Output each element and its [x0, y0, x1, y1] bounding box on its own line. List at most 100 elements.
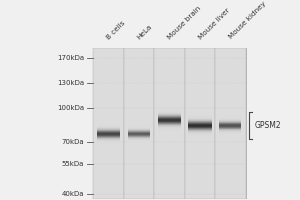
Bar [158, 110, 181, 111]
Bar [188, 123, 212, 124]
Bar [219, 129, 241, 130]
Bar [215, 48, 246, 199]
Bar [97, 136, 120, 137]
Bar [97, 138, 120, 139]
Text: 55kDa: 55kDa [62, 161, 84, 167]
Bar [188, 128, 212, 129]
Bar [188, 134, 212, 135]
Bar [128, 130, 150, 131]
Bar [219, 123, 241, 124]
Text: Mouse brain: Mouse brain [167, 5, 202, 40]
Text: GPSM2: GPSM2 [255, 121, 282, 130]
Bar [219, 121, 241, 122]
Bar [97, 135, 120, 136]
Bar [97, 125, 120, 126]
Bar [158, 115, 181, 116]
Bar [219, 116, 241, 117]
Bar [158, 116, 181, 117]
Bar [188, 114, 212, 115]
Bar [158, 121, 181, 122]
Bar [219, 131, 241, 132]
Text: 130kDa: 130kDa [57, 80, 84, 86]
Bar [93, 48, 124, 199]
Bar [158, 125, 181, 126]
Text: 100kDa: 100kDa [57, 105, 84, 111]
Bar [97, 127, 120, 128]
Bar [128, 135, 150, 136]
Bar [219, 119, 241, 120]
Bar [128, 136, 150, 137]
Bar [128, 126, 150, 127]
Bar [219, 132, 241, 133]
Bar [158, 127, 181, 128]
Bar [97, 129, 120, 130]
Bar [128, 127, 150, 128]
Bar [97, 134, 120, 135]
Bar [219, 133, 241, 134]
Bar [158, 114, 181, 115]
Text: Mouse kidney: Mouse kidney [228, 1, 267, 40]
Bar [128, 140, 150, 141]
Text: 170kDa: 170kDa [57, 55, 84, 61]
Bar [128, 137, 150, 138]
Bar [188, 127, 212, 128]
Bar [219, 125, 241, 126]
Bar [219, 130, 241, 131]
Bar [128, 139, 150, 140]
Bar [219, 127, 241, 128]
Bar [97, 143, 120, 144]
Bar [158, 120, 181, 121]
Bar [128, 125, 150, 126]
Bar [158, 128, 181, 129]
Bar [128, 138, 150, 139]
Bar [154, 48, 184, 199]
Bar [188, 116, 212, 117]
Bar [188, 122, 212, 123]
Bar [128, 142, 150, 143]
Bar [188, 117, 212, 118]
Bar [219, 117, 241, 118]
Bar [188, 119, 212, 120]
Bar [97, 140, 120, 141]
Bar [188, 130, 212, 131]
Bar [188, 133, 212, 134]
Bar [158, 123, 181, 124]
Bar [128, 128, 150, 129]
Bar [97, 137, 120, 138]
Bar [188, 118, 212, 119]
Bar [188, 115, 212, 116]
Bar [97, 131, 120, 132]
Bar [188, 135, 212, 136]
Bar [97, 133, 120, 134]
Bar [158, 118, 181, 119]
Text: 40kDa: 40kDa [62, 191, 84, 197]
Bar [184, 48, 215, 199]
Bar [158, 112, 181, 113]
Bar [188, 120, 212, 121]
Text: B cells: B cells [106, 19, 127, 40]
Bar [219, 124, 241, 125]
Bar [219, 122, 241, 123]
Bar [158, 129, 181, 130]
Bar [93, 48, 246, 199]
Bar [128, 134, 150, 135]
Bar [158, 124, 181, 125]
Bar [188, 124, 212, 125]
Bar [97, 132, 120, 133]
Bar [97, 130, 120, 131]
Bar [188, 136, 212, 137]
Bar [219, 120, 241, 121]
Bar [188, 129, 212, 130]
Bar [188, 131, 212, 132]
Bar [128, 129, 150, 130]
Bar [158, 113, 181, 114]
Bar [219, 126, 241, 127]
Bar [219, 118, 241, 119]
Bar [128, 131, 150, 132]
Bar [219, 128, 241, 129]
Bar [128, 141, 150, 142]
Bar [158, 117, 181, 118]
Bar [219, 134, 241, 135]
Bar [124, 48, 154, 199]
Bar [188, 126, 212, 127]
